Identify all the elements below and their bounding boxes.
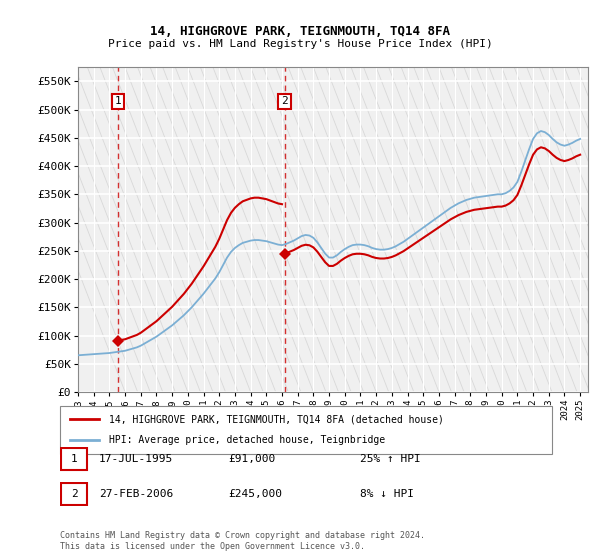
Text: 8% ↓ HPI: 8% ↓ HPI bbox=[360, 489, 414, 499]
Text: 2: 2 bbox=[281, 96, 288, 106]
Text: 25% ↑ HPI: 25% ↑ HPI bbox=[360, 454, 421, 464]
Text: Price paid vs. HM Land Registry's House Price Index (HPI): Price paid vs. HM Land Registry's House … bbox=[107, 39, 493, 49]
Text: 1: 1 bbox=[115, 96, 121, 106]
Text: Contains HM Land Registry data © Crown copyright and database right 2024.
This d: Contains HM Land Registry data © Crown c… bbox=[60, 531, 425, 551]
Text: £245,000: £245,000 bbox=[228, 489, 282, 499]
FancyBboxPatch shape bbox=[61, 483, 88, 505]
Text: HPI: Average price, detached house, Teignbridge: HPI: Average price, detached house, Teig… bbox=[109, 435, 385, 445]
Text: 17-JUL-1995: 17-JUL-1995 bbox=[99, 454, 173, 464]
Text: 14, HIGHGROVE PARK, TEIGNMOUTH, TQ14 8FA: 14, HIGHGROVE PARK, TEIGNMOUTH, TQ14 8FA bbox=[150, 25, 450, 38]
Text: 27-FEB-2006: 27-FEB-2006 bbox=[99, 489, 173, 499]
Text: £91,000: £91,000 bbox=[228, 454, 275, 464]
FancyBboxPatch shape bbox=[60, 406, 552, 454]
Text: 2: 2 bbox=[71, 489, 78, 499]
Text: 1: 1 bbox=[71, 454, 78, 464]
Text: 14, HIGHGROVE PARK, TEIGNMOUTH, TQ14 8FA (detached house): 14, HIGHGROVE PARK, TEIGNMOUTH, TQ14 8FA… bbox=[109, 414, 444, 424]
FancyBboxPatch shape bbox=[61, 448, 88, 470]
